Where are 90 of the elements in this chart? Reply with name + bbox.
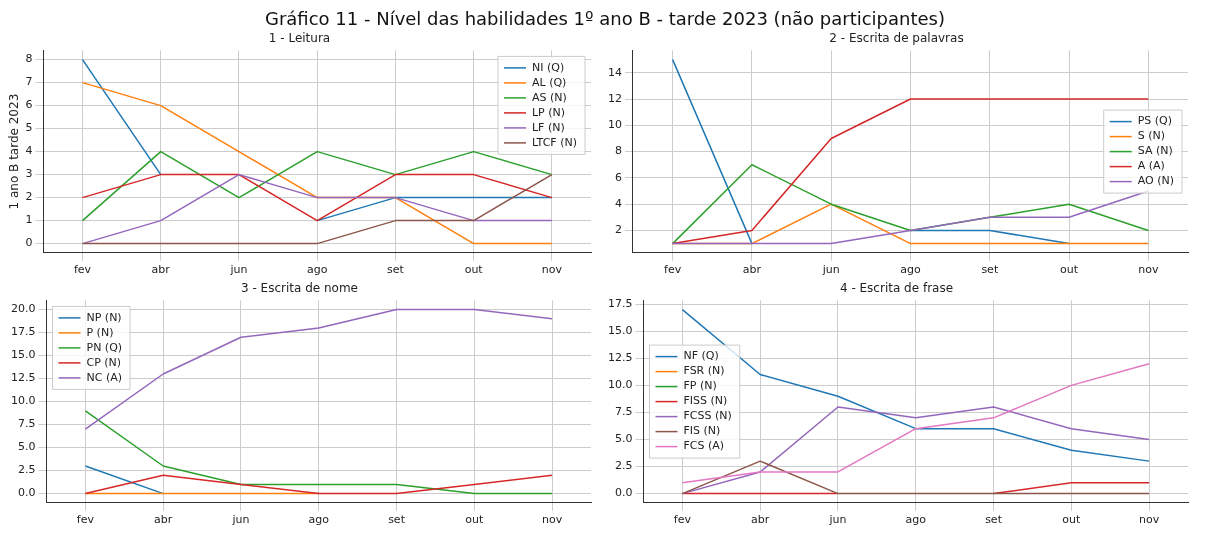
y-tick-label: 10 (608, 118, 622, 132)
x-tick-label: jun (828, 513, 847, 527)
x-tick-label: jun (821, 263, 840, 277)
legend-label: AS (N) (532, 90, 567, 104)
y-tick-label: 1 (25, 213, 33, 227)
y-tick-label: 14 (608, 65, 622, 79)
y-tick-label: 4 (25, 144, 33, 158)
x-tick-label: out (465, 513, 485, 527)
y-tick-label: 15.0 (10, 348, 36, 362)
x-tick-label: ago (900, 263, 921, 277)
legend-label: LTCF (N) (532, 135, 578, 149)
legend-label: CP (N) (86, 355, 122, 369)
y-tick-label: 7.5 (614, 405, 633, 419)
x-tick-label: out (1060, 263, 1079, 277)
legend-label: LF (N) (532, 120, 565, 134)
legend-label: AL (Q) (532, 75, 567, 89)
y-tick-label: 2.5 (614, 459, 633, 473)
x-tick-label: abr (151, 263, 171, 277)
x-tick-label: fev (673, 513, 692, 527)
y-axis-title: 1 ano B tarde 2023 (7, 93, 22, 210)
x-tick-label: abr (751, 513, 770, 527)
x-tick-label: nov (1139, 513, 1160, 527)
x-tick-label: set (981, 263, 999, 277)
y-tick-label: 0.0 (17, 486, 36, 500)
y-tick-label: 0.0 (614, 486, 633, 500)
legend-label: FSR (N) (683, 364, 725, 378)
y-tick-label: 3 (25, 167, 33, 181)
y-tick-label: 8 (615, 144, 622, 158)
legend-label: SA (N) (1137, 144, 1173, 158)
x-tick-label: out (464, 263, 484, 277)
y-tick-label: 6 (615, 170, 622, 184)
legend-label: NI (Q) (532, 60, 565, 74)
y-tick-label: 8 (25, 52, 33, 66)
chart-title: 4 - Escrita de frase (839, 281, 954, 296)
x-tick-label: fev (664, 263, 682, 277)
x-tick-label: ago (306, 263, 328, 277)
legend-label: NC (A) (86, 370, 123, 384)
x-tick-label: out (1062, 513, 1082, 527)
x-tick-label: ago (905, 513, 927, 527)
y-tick-label: 2.5 (17, 463, 36, 477)
chart-title: 2 - Escrita de palavras (829, 31, 964, 46)
legend-label: A (A) (1137, 159, 1165, 173)
legend-label: FCSS (N) (683, 409, 732, 423)
legend-label: FISS (N) (683, 394, 728, 408)
y-tick-label: 12 (608, 91, 622, 105)
x-tick-label: nov (542, 513, 563, 527)
chart-title: 1 - Leitura (268, 31, 331, 46)
y-tick-label: 15.0 (607, 324, 633, 338)
legend-label: NF (Q) (683, 349, 719, 363)
x-tick-label: ago (308, 513, 330, 527)
legend-label: NP (N) (86, 310, 122, 324)
x-tick-label: nov (1138, 263, 1159, 277)
legend-label: LP (N) (532, 105, 566, 119)
x-tick-label: nov (541, 263, 563, 277)
y-tick-label: 0 (25, 236, 33, 250)
legend-label: S (N) (1137, 129, 1165, 143)
x-tick-label: set (985, 513, 1003, 527)
x-tick-label: abr (154, 513, 173, 527)
y-tick-label: 12.5 (607, 351, 633, 365)
y-tick-label: 7.5 (17, 417, 36, 431)
legend-label: PS (Q) (1137, 114, 1173, 128)
y-tick-label: 2 (615, 223, 622, 237)
y-tick-label: 17.5 (10, 325, 36, 339)
chart-title: 3 - Escrita de nome (241, 281, 358, 296)
x-tick-label: fev (76, 513, 95, 527)
x-tick-label: set (388, 513, 406, 527)
y-tick-label: 10.0 (607, 378, 633, 392)
x-tick-label: abr (742, 263, 762, 277)
y-tick-label: 10.0 (10, 394, 36, 408)
legend-label: FIS (N) (683, 424, 721, 438)
text: Gráfico 11 - Nível das habilidades 1º ano B - tarde 2023 (não participantes) (264, 8, 946, 30)
y-tick-label: 4 (615, 197, 622, 211)
y-tick-label: 5.0 (614, 432, 633, 446)
legend-label: P (N) (86, 325, 114, 339)
legend-label: FCS (A) (683, 439, 725, 453)
legend-label: PN (Q) (86, 340, 123, 354)
y-tick-label: 17.5 (607, 297, 633, 311)
y-tick-label: 20.0 (10, 302, 36, 316)
y-tick-label: 12.5 (10, 371, 36, 385)
legend-label: FP (N) (683, 379, 717, 393)
x-tick-label: jun (229, 263, 248, 277)
y-tick-label: 7 (25, 75, 33, 89)
legend-label: AO (N) (1137, 174, 1175, 188)
y-tick-label: 5 (25, 121, 33, 135)
x-tick-label: jun (231, 513, 250, 527)
x-tick-label: set (387, 263, 405, 277)
x-tick-label: fev (73, 263, 92, 277)
y-tick-label: 6 (25, 98, 33, 112)
y-tick-label: 5.0 (17, 440, 36, 454)
y-tick-label: 2 (25, 190, 33, 204)
